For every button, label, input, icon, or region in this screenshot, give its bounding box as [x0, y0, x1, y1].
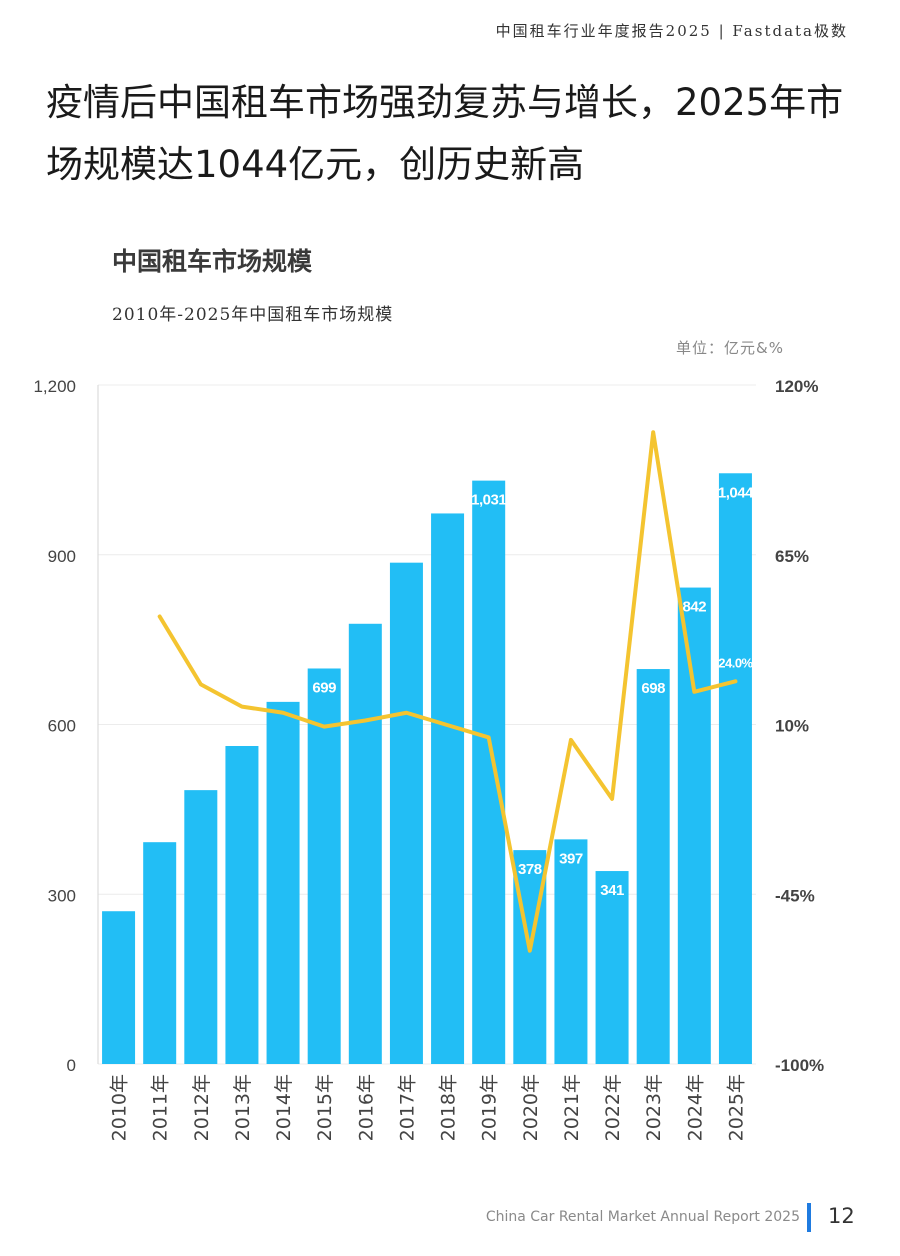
y-left-tick-label: 0: [67, 1056, 76, 1075]
bar-data-label: 341: [600, 882, 624, 899]
growth-point: [199, 682, 203, 686]
footer-accent-bar: [807, 1203, 811, 1232]
x-category-label: 2014年: [273, 1074, 295, 1141]
x-category-label: 2010年: [109, 1074, 131, 1141]
growth-point: [446, 723, 450, 727]
bar: [184, 790, 218, 1064]
y-left-tick-label: 1,200: [33, 377, 76, 396]
y-right-tick-label: -100%: [775, 1056, 824, 1075]
x-category-label: 2024年: [684, 1074, 706, 1141]
x-category-label: 2012年: [191, 1074, 213, 1141]
x-category-label: 2018年: [438, 1074, 460, 1141]
growth-point: [651, 430, 655, 434]
footer-report-name: China Car Rental Market Annual Report 20…: [485, 1209, 800, 1225]
x-category-label: 2017年: [396, 1074, 418, 1141]
bar-data-label: 842: [683, 599, 707, 616]
x-category-label: 2015年: [314, 1074, 336, 1141]
page-headline: 疫情后中国租车市场强劲复苏与增长，2025年市场规模达1044亿元，创历史新高: [46, 81, 844, 186]
growth-point: [528, 949, 532, 953]
x-category-label: 2019年: [479, 1074, 501, 1141]
bar-data-label: 378: [518, 861, 542, 878]
bar: [348, 623, 382, 1064]
y-right-tick-label: -45%: [775, 886, 815, 905]
axes: 0 -100% 300 -45% 600 10% 900 65% 1,200 120% 2010年 2…: [33, 377, 824, 1141]
growth-point: [322, 725, 326, 729]
growth-point: [363, 718, 367, 722]
report-header: 中国租车行业年度报告2025 | Fastdata极数: [495, 22, 848, 40]
x-category-label: 2020年: [520, 1074, 542, 1141]
bar: [225, 746, 259, 1064]
x-category-label: 2025年: [725, 1074, 747, 1141]
x-category-label: 2022年: [602, 1074, 624, 1141]
y-right-tick-label: 10%: [775, 717, 809, 736]
bar: [718, 473, 752, 1064]
data-labels: 699 1,031 378 397 341 698 842 1,044 24.0%: [312, 484, 754, 899]
bar: [554, 839, 588, 1064]
growth-point: [610, 797, 614, 801]
x-category-label: 2013年: [232, 1074, 254, 1141]
y-right-tick-label: 120%: [775, 377, 818, 396]
bar-data-label: 1,044: [718, 484, 754, 501]
growth-point: [569, 738, 573, 742]
growth-line-series: [157, 430, 738, 953]
x-category-label: 2021年: [561, 1074, 583, 1141]
x-category-label: 2016年: [355, 1074, 377, 1141]
page-number: 12: [828, 1204, 855, 1228]
x-category-label: 2023年: [643, 1074, 665, 1141]
growth-point: [692, 690, 696, 694]
bar: [677, 587, 711, 1064]
growth-point: [404, 711, 408, 715]
bar: [307, 668, 341, 1064]
market-size-chart: 699 1,031 378 397 341 698 842 1,044 24.0% 0 -100%…: [33, 377, 824, 1141]
chart-subtitle: 2010年-2025年中国租车市场规模: [112, 305, 394, 325]
y-left-tick-label: 900: [48, 547, 76, 566]
x-category-label: 2011年: [150, 1074, 172, 1141]
y-left-tick-label: 300: [48, 886, 76, 905]
line-data-label: 24.0%: [718, 655, 753, 670]
y-right-tick-label: 65%: [775, 547, 809, 566]
bar: [102, 911, 136, 1064]
bar: [143, 842, 177, 1064]
bar-series: [102, 473, 752, 1064]
bar: [431, 513, 465, 1064]
bar-data-label: 698: [641, 680, 665, 697]
bar: [472, 480, 506, 1064]
bar-data-label: 699: [312, 679, 336, 696]
growth-point: [281, 711, 285, 715]
bar: [266, 701, 300, 1064]
growth-point: [487, 735, 491, 739]
y-left-tick-label: 600: [48, 717, 76, 736]
chart-title: 中国租车市场规模: [112, 247, 313, 276]
bar: [636, 669, 670, 1064]
bar: [595, 871, 629, 1064]
unit-label: 单位：亿元&%: [676, 339, 784, 357]
growth-point: [158, 614, 162, 618]
bar-data-label: 397: [559, 850, 583, 867]
bar-data-label: 1,031: [471, 492, 506, 509]
growth-point: [240, 705, 244, 709]
bar: [389, 562, 423, 1064]
growth-point: [733, 679, 737, 683]
